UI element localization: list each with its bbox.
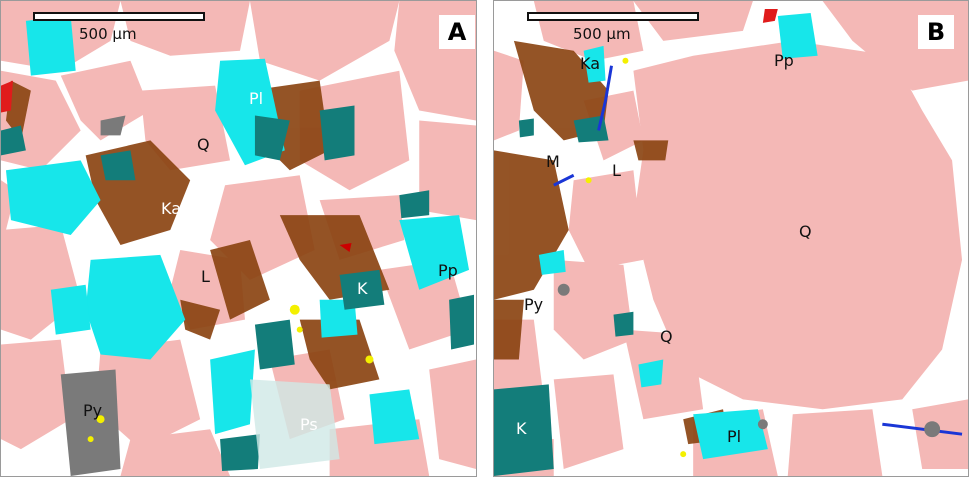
label-ka: Ka [161,199,182,218]
label-l: L [612,161,621,180]
label-pp: Pp [774,51,794,70]
label-k: K [516,419,527,438]
label-k: K [357,279,368,298]
label-pl: Pl [249,89,264,108]
panel-b-mineral-map [494,1,968,476]
label-py: Py [524,295,544,314]
label-l: L [201,267,210,286]
label-py: Py [83,401,103,420]
scale-label: 500 μm [573,25,631,43]
label-m: M [546,152,560,171]
label-pp: Pp [438,261,458,280]
scale-label: 500 μm [79,25,137,43]
panel-a-mineral-map [1,1,476,476]
label-q-small: Q [660,327,673,346]
scale-bar [527,12,699,21]
label-ps: Ps [300,415,318,434]
label-q: Q [197,135,210,154]
label-pl: Pl [727,427,742,446]
panel-b: 500 μm B Ka Pp M L Q Py Q K Pl [493,0,969,477]
panel-letter: A [439,15,475,49]
panel-letter: B [918,15,954,49]
label-ka: Ka [580,54,601,73]
panel-a: 500 μm A Pl Q Ka L Pp K Py Ps [0,0,477,477]
label-q-large: Q [799,222,812,241]
scale-bar [33,12,205,21]
